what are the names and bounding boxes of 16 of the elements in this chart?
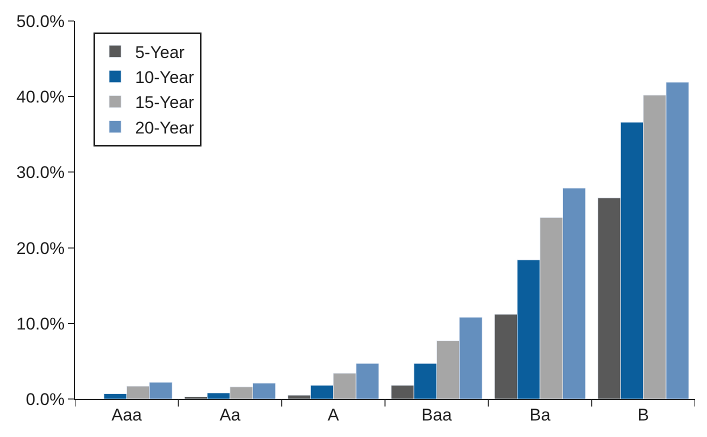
x-tick-label: Aa (220, 405, 241, 424)
y-tick-label: 10.0% (16, 314, 65, 334)
y-tick-label: 20.0% (16, 238, 65, 258)
x-tick-label: Aaa (112, 405, 142, 424)
y-tick-label: 0.0% (26, 390, 65, 409)
legend-label: 5-Year (135, 43, 185, 62)
legend-label: 15-Year (135, 93, 194, 112)
y-tick-label: 30.0% (16, 163, 65, 182)
x-tick-label: Baa (422, 405, 452, 424)
legend-label: 10-Year (135, 68, 194, 88)
x-tick-label: A (328, 405, 340, 424)
x-tick-label: Ba (530, 405, 551, 424)
legend-label: 20-Year (135, 118, 194, 138)
y-tick-label: 40.0% (16, 88, 65, 107)
y-tick-label: 50.0% (16, 12, 65, 31)
x-tick-label: B (638, 405, 649, 424)
